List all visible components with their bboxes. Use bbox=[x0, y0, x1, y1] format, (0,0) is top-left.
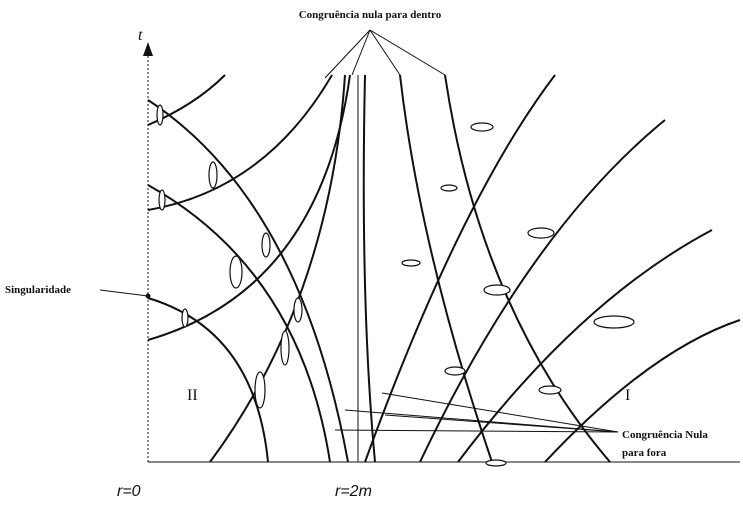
outgoing-label: Congruência Nula bbox=[622, 429, 708, 441]
r2m-label: r=2m bbox=[335, 483, 372, 500]
singularity-label: Singularidade bbox=[5, 284, 71, 296]
region-i-label: I bbox=[625, 387, 630, 404]
light-cones bbox=[157, 105, 634, 466]
top-label: Congruência nula para dentro bbox=[299, 9, 442, 21]
t-label: t bbox=[138, 27, 143, 44]
spacetime-diagram: Congruência nula para dentro t Singulari… bbox=[0, 0, 743, 512]
r0-label: r=0 bbox=[117, 483, 141, 500]
axis-arrow bbox=[143, 42, 153, 56]
outgoing-label: para fora bbox=[622, 447, 667, 459]
region-ii-label: II bbox=[187, 387, 198, 404]
